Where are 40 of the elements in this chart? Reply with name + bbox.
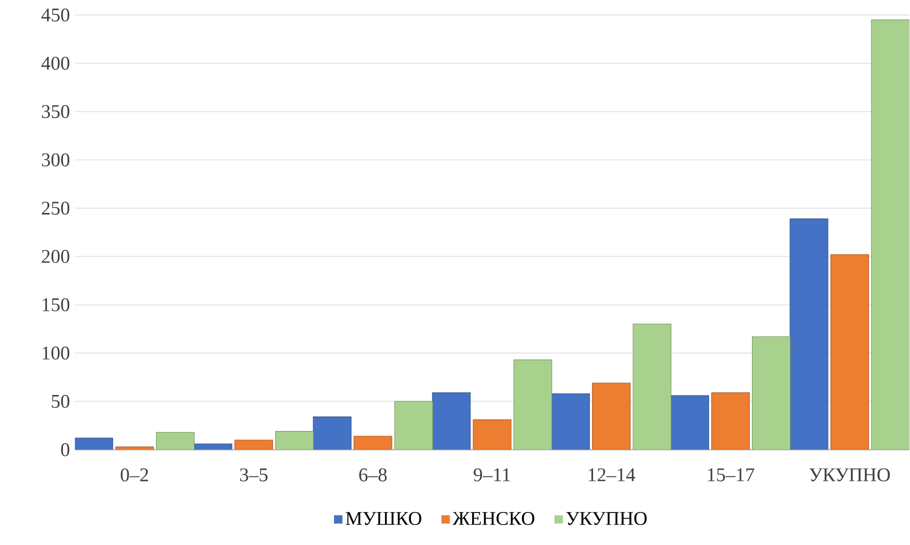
y-tick-label: 150 [42, 298, 70, 312]
bar [551, 394, 590, 450]
bar [472, 420, 512, 450]
x-tick-label: 3–5 [240, 468, 268, 482]
x-tick-label: 6–8 [359, 468, 387, 482]
bar [194, 444, 232, 450]
y-tick-label: 50 [52, 395, 70, 408]
bar [234, 440, 273, 450]
y-tick-label: 250 [42, 202, 70, 215]
bar [790, 218, 828, 450]
x-tick-label: УКУПНО [809, 468, 890, 482]
bar [632, 324, 672, 450]
bar [592, 382, 631, 450]
y-tick-label: 300 [42, 154, 70, 167]
x-tick-label: 12–14 [588, 468, 636, 482]
y-tick-label: 450 [41, 8, 70, 22]
y-tick-label: 350 [42, 105, 70, 118]
bar [74, 438, 114, 450]
y-tick-label: 400 [41, 56, 70, 70]
bar [871, 20, 910, 450]
x-tick-label: 9–11 [474, 468, 510, 482]
bar [752, 336, 791, 450]
bar [156, 432, 195, 450]
bar [830, 254, 869, 450]
legend-label: УКУПНО [566, 512, 647, 526]
legend-label: МУШКО [346, 512, 422, 526]
y-tick-label: 200 [42, 250, 70, 264]
bar [670, 395, 710, 450]
x-tick-label: 15–17 [708, 468, 754, 482]
bar [711, 392, 750, 450]
bar [432, 392, 471, 450]
y-tick-label: 100 [42, 346, 70, 360]
bar [394, 401, 433, 450]
x-tick-label: 0–2 [120, 468, 148, 482]
bar [354, 436, 392, 450]
legend-label: ЖЕНСКО [452, 512, 534, 526]
bar [275, 431, 314, 450]
y-tick-label: 0 [61, 443, 70, 456]
bar [514, 360, 552, 450]
bar [312, 416, 352, 450]
